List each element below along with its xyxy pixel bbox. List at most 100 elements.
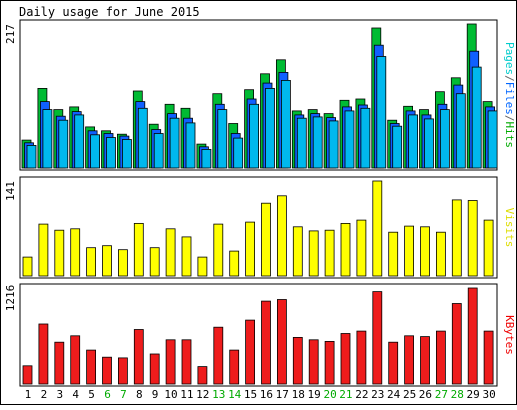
bar <box>356 330 367 385</box>
bar <box>296 117 307 169</box>
x-axis-labels: 1 2 3 4 5 6 7 8 9 10 11 12 13 14 15 16 17 18 19 20 21 22 23 24 2… <box>25 388 496 401</box>
chart-title: Daily usage for June 2015 <box>19 5 200 19</box>
bar <box>451 303 462 385</box>
bar <box>38 323 49 385</box>
bar <box>122 139 132 169</box>
x-tick-label: 2 <box>41 388 48 401</box>
x-tick-label: 4 <box>72 388 79 401</box>
x-tick-label: 1 <box>25 388 32 401</box>
bar <box>181 339 192 385</box>
series-axis-label-part: Pages <box>503 42 516 75</box>
bar <box>408 114 419 169</box>
bar <box>276 195 287 277</box>
x-tick-label: 7 <box>120 388 127 401</box>
x-tick-label: 9 <box>152 388 159 401</box>
x-tick-label: 8 <box>136 388 143 401</box>
bar <box>197 256 208 277</box>
bar <box>420 336 430 385</box>
bar <box>435 330 446 385</box>
bar <box>356 219 367 277</box>
bar <box>86 349 96 385</box>
x-tick-label: 28 <box>451 388 464 401</box>
x-tick-label: 10 <box>164 388 177 401</box>
series-visits <box>22 180 494 277</box>
series-axis-label-part: Visits <box>503 208 516 248</box>
x-tick-label: 15 <box>244 388 257 401</box>
bar <box>261 202 271 277</box>
x-tick-label: 3 <box>56 388 63 401</box>
series-axis-label-part: / <box>503 75 516 82</box>
x-tick-label: 21 <box>339 388 352 401</box>
x-tick-label: 19 <box>307 388 320 401</box>
x-tick-label: 29 <box>466 388 479 401</box>
bar <box>22 365 33 385</box>
series-axis-label: KBytes <box>503 315 516 355</box>
bar <box>149 247 160 277</box>
x-tick-label: 25 <box>403 388 416 401</box>
x-tick-label: 23 <box>371 388 384 401</box>
bar <box>392 125 403 169</box>
bar <box>133 222 144 277</box>
bar <box>404 225 415 277</box>
series-pages <box>26 56 498 169</box>
bar <box>54 229 65 277</box>
x-tick-label: 12 <box>196 388 209 401</box>
bar <box>153 133 164 169</box>
series-axis-label-part: / <box>503 115 516 122</box>
x-tick-label: 30 <box>482 388 495 401</box>
bar <box>245 221 256 277</box>
bar <box>424 118 434 169</box>
series-axis-label-part: Hits <box>503 122 516 149</box>
bar <box>328 120 339 169</box>
bar <box>26 144 37 169</box>
bar <box>58 119 69 169</box>
panel-kbytes: 1216 KBytes <box>4 283 516 387</box>
bar <box>292 336 303 385</box>
bar <box>471 66 482 169</box>
x-tick-label: 20 <box>323 388 336 401</box>
panel-frame <box>19 283 498 387</box>
bar <box>233 137 244 169</box>
bar <box>229 349 240 385</box>
bar <box>312 116 323 169</box>
y-max-label: 141 <box>4 181 17 201</box>
bar <box>308 230 319 277</box>
x-tick-label: 14 <box>228 388 242 401</box>
x-tick-label: 16 <box>260 388 273 401</box>
bar <box>197 366 208 385</box>
x-tick-label: 27 <box>435 388 448 401</box>
x-tick-label: 17 <box>276 388 289 401</box>
bar <box>276 299 287 385</box>
bar <box>217 109 228 169</box>
bar <box>70 228 81 277</box>
bar <box>308 339 319 385</box>
bar <box>265 88 275 169</box>
bar <box>372 180 383 277</box>
x-tick-label: 24 <box>387 388 401 401</box>
bar <box>181 236 192 277</box>
x-tick-label: 26 <box>419 388 432 401</box>
bar <box>165 339 176 385</box>
bar <box>74 114 85 169</box>
panel-frame <box>19 176 498 279</box>
bar <box>292 226 303 277</box>
bar <box>261 300 271 385</box>
bar <box>324 229 335 277</box>
bar <box>388 341 399 385</box>
bar <box>86 247 96 277</box>
bar <box>451 199 462 277</box>
bar <box>70 335 81 385</box>
bar <box>483 330 494 385</box>
y-max-label: 1216 <box>4 285 17 312</box>
x-tick-label: 18 <box>292 388 305 401</box>
bar <box>344 110 355 169</box>
bar <box>42 109 53 169</box>
series-kbytes <box>22 287 494 385</box>
bar <box>388 231 399 277</box>
bar <box>420 226 430 277</box>
x-tick-label: 11 <box>180 388 193 401</box>
x-tick-label: 6 <box>104 388 111 401</box>
